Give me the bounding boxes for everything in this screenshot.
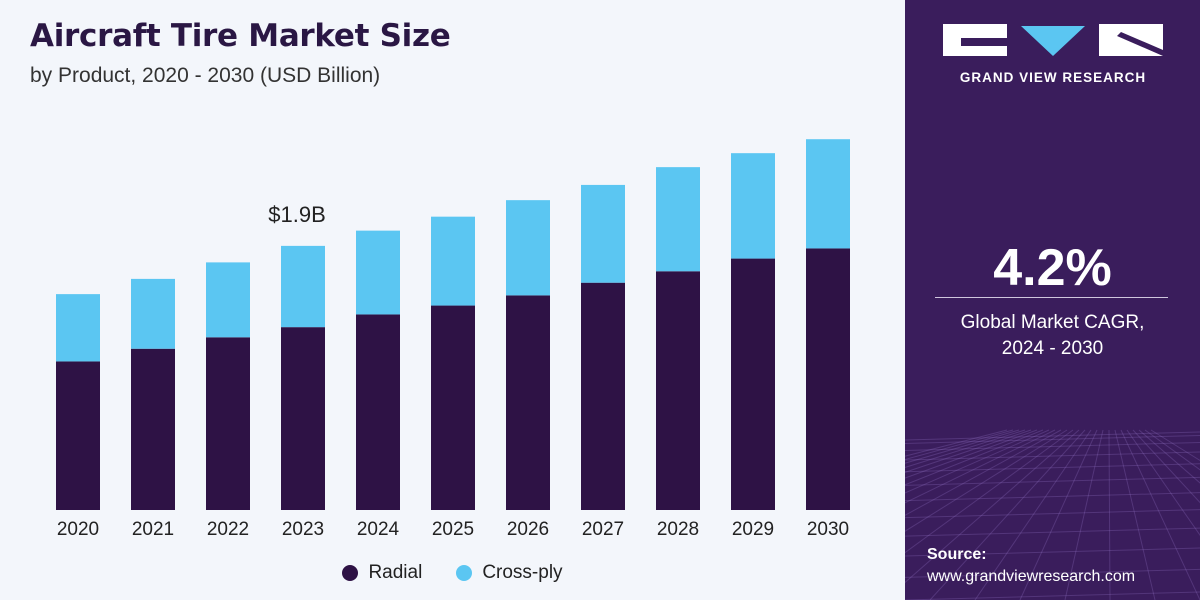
gvr-logo-icon — [943, 24, 1163, 56]
chart-title: Aircraft Tire Market Size — [30, 18, 451, 54]
source-url[interactable]: www.grandviewresearch.com — [927, 568, 1136, 585]
source-block: Source: www.grandviewresearch.com — [927, 544, 1135, 588]
bar-cross-ply-2024 — [356, 230, 400, 315]
bar-radial-2021 — [131, 348, 175, 510]
source-label: Source: — [927, 546, 987, 563]
bar-radial-2026 — [506, 295, 550, 510]
x-tick-label-2029: 2029 — [732, 519, 774, 540]
cagr-label-line1: Global Market CAGR, — [960, 312, 1145, 333]
legend-label-cross-ply: Cross-ply — [482, 562, 563, 583]
legend-label-radial: Radial — [368, 562, 423, 583]
bar-cross-ply-2028 — [656, 167, 700, 272]
bar-radial-2020 — [56, 361, 100, 510]
bar-chart: 2020 2021 2022 2023 2024 2025 2026 2027 2028 2029… — [56, 139, 850, 540]
bar-radial-2029 — [731, 258, 775, 510]
x-tick-label-2021: 2021 — [132, 519, 174, 540]
bar-cross-ply-2027 — [581, 184, 625, 283]
wireframe-grid-decoration — [905, 429, 1200, 600]
cagr-divider — [935, 297, 1168, 298]
bar-cross-ply-2030 — [806, 139, 850, 249]
bar-cross-ply-2022 — [206, 262, 250, 338]
cagr-label: Global Market CAGR, 2024 - 2030 — [905, 310, 1200, 362]
chart-legend: Radial Cross-ply — [0, 562, 905, 584]
chart-subtitle: by Product, 2020 - 2030 (USD Billion) — [30, 64, 381, 87]
bar-radial-2028 — [656, 271, 700, 510]
x-tick-label-2020: 2020 — [57, 519, 99, 540]
bar-cross-ply-2025 — [431, 216, 475, 306]
x-tick-label-2028: 2028 — [657, 519, 699, 540]
legend-dot-radial — [342, 565, 359, 581]
chart-area: Aircraft Tire Market Size by Product, 20… — [0, 18, 905, 584]
x-tick-label-2027: 2027 — [582, 519, 624, 540]
logo-text: GRAND VIEW RESEARCH — [959, 70, 1147, 85]
x-tick-label-2022: 2022 — [207, 519, 249, 540]
x-tick-label-2030: 2030 — [807, 519, 849, 540]
bar-cross-ply-2023 — [281, 245, 325, 328]
bar-radial-2027 — [581, 282, 625, 510]
bar-cross-ply-2026 — [506, 200, 550, 296]
bar-radial-2030 — [806, 248, 850, 510]
x-tick-label-2023: 2023 — [282, 519, 324, 540]
bar-cross-ply-2020 — [56, 294, 100, 362]
info-panel: GRAND VIEW RESEARCH 4.2% Global Market C… — [905, 0, 1200, 600]
bar-radial-2025 — [431, 305, 475, 510]
bar-radial-2024 — [356, 314, 400, 510]
legend-dot-cross-ply — [456, 565, 473, 581]
legend-item-radial: Radial — [342, 562, 422, 584]
bar-cross-ply-2029 — [731, 153, 775, 259]
data-label-2023: $1.9B — [268, 202, 326, 227]
bar-radial-2023 — [281, 327, 325, 510]
cagr-value: 4.2% — [993, 239, 1112, 297]
x-tick-label-2024: 2024 — [357, 519, 400, 540]
bar-cross-ply-2021 — [131, 278, 175, 349]
legend-item-cross-ply: Cross-ply — [456, 562, 563, 584]
grand-view-research-logo: GRAND VIEW RESEARCH — [943, 22, 1163, 85]
x-tick-label-2026: 2026 — [507, 519, 549, 540]
bar-radial-2022 — [206, 337, 250, 510]
x-tick-label-2025: 2025 — [432, 519, 474, 540]
cagr-label-line2: 2024 - 2030 — [1001, 338, 1104, 359]
